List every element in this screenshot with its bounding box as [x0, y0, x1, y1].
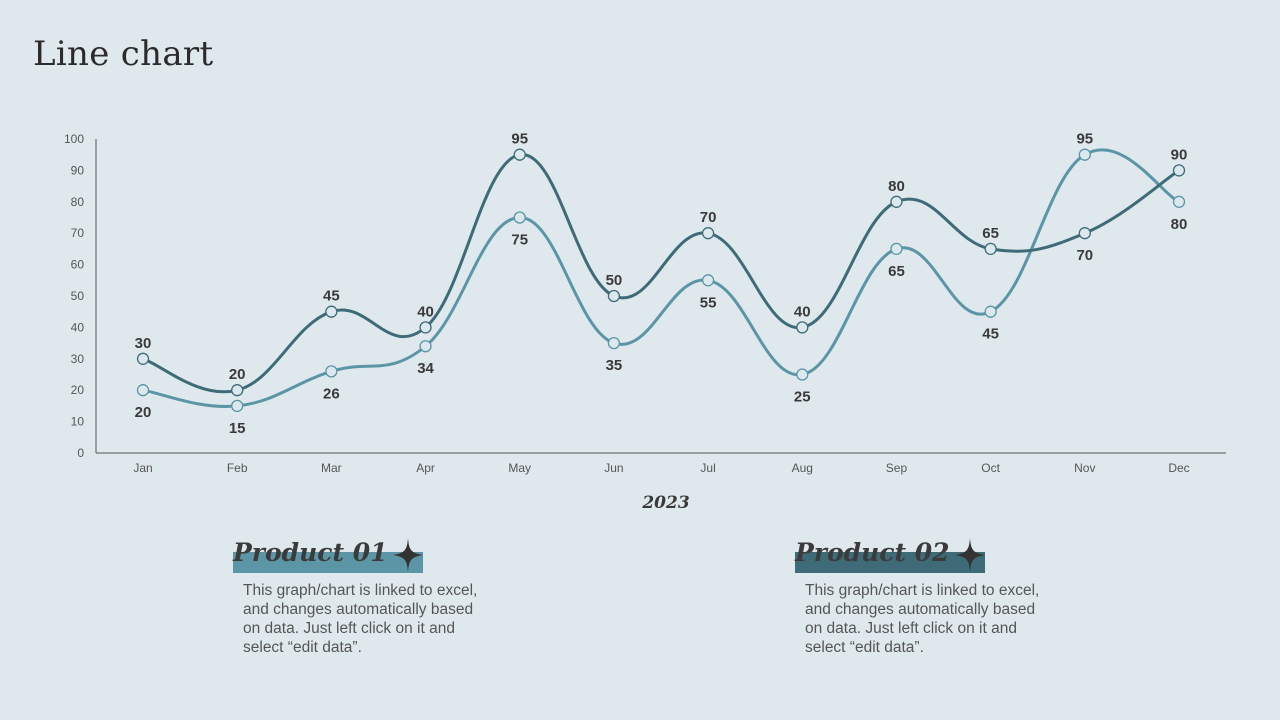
series-1-point[interactable] [607, 289, 621, 303]
series-1-data-label: 95 [511, 131, 528, 148]
series-2-data-label: 75 [511, 232, 528, 249]
series-1-point[interactable] [890, 195, 903, 208]
x-tick-label: Dec [1168, 461, 1189, 475]
x-tick-label: Aug [792, 461, 813, 475]
x-tick-label: Jan [133, 461, 152, 475]
product-01-card: Product 01 This graph/chart is linked to… [233, 538, 493, 657]
series-2-data-label: 34 [417, 360, 434, 377]
series-2-point[interactable] [1078, 148, 1091, 161]
y-tick-label: 10 [71, 415, 85, 429]
series-2-point[interactable] [325, 365, 338, 378]
series-2-data-label: 35 [606, 357, 623, 374]
y-tick-label: 30 [71, 352, 85, 366]
product-02-title: Product 02 [795, 538, 950, 567]
product-01-bar [233, 552, 423, 573]
series-1-data-label: 40 [417, 303, 434, 320]
series-1-point[interactable] [136, 352, 150, 365]
series-1-data-label: 65 [982, 225, 999, 242]
series-1-data-label: 30 [135, 335, 152, 352]
product-02-bar [795, 552, 985, 573]
series-2-data-label: 15 [229, 420, 246, 437]
y-tick-label: 20 [71, 383, 85, 397]
series-1-point[interactable] [419, 321, 432, 334]
product-01-title: Product 01 [233, 538, 388, 567]
y-tick-label: 50 [71, 289, 85, 303]
series-2-point[interactable] [1172, 195, 1186, 208]
series-1-point[interactable] [701, 227, 715, 240]
series-2-point[interactable] [796, 368, 809, 381]
series-2-line [141, 148, 1181, 408]
page-title: Line chart [33, 34, 214, 74]
series-1-point[interactable] [1172, 164, 1186, 177]
series-1-data-label: 40 [794, 303, 811, 320]
series-1-data-label: 70 [1076, 247, 1093, 264]
y-tick-label: 40 [71, 320, 85, 334]
y-tick-label: 90 [71, 163, 85, 177]
series-1-point[interactable] [796, 321, 809, 334]
series-1-point[interactable] [513, 148, 526, 161]
series-1-point[interactable] [325, 305, 338, 318]
series-2-point[interactable] [419, 340, 432, 353]
series-2-point[interactable] [607, 336, 621, 350]
y-tick-label: 80 [71, 195, 85, 209]
series-2-point[interactable] [513, 211, 526, 224]
series-1-point[interactable] [1078, 227, 1091, 240]
y-tick-label: 60 [71, 258, 85, 272]
series-1-data-label: 50 [606, 272, 623, 289]
x-tick-label: Mar [321, 461, 342, 475]
series-2-data-label: 55 [700, 294, 717, 311]
series-1-point[interactable] [984, 242, 997, 256]
four-point-star-icon [393, 538, 423, 572]
series-2-data-label: 95 [1076, 131, 1093, 148]
product-02-description: This graph/chart is linked to excel, and… [805, 582, 1040, 656]
series-2-data-label: 25 [794, 389, 811, 406]
series-2-point[interactable] [890, 242, 903, 256]
y-tick-label: 100 [64, 132, 84, 146]
series-2-point[interactable] [136, 384, 150, 397]
line-chart[interactable]: 0 10 20 30 40 50 60 70 80 90 100 Jan Feb Mar Apr May Jun… [0, 0, 1280, 530]
series-1-line [141, 153, 1181, 394]
y-tick-label: 0 [77, 446, 84, 460]
x-tick-label: Nov [1074, 461, 1095, 475]
x-axis-title: 2023 [641, 493, 689, 513]
series-2-data-label: 20 [135, 404, 152, 421]
x-tick-label: Feb [227, 461, 248, 475]
series-1-data-label: 90 [1171, 146, 1188, 163]
series-1-data-label: 70 [700, 209, 717, 226]
x-tick-label: Apr [416, 461, 435, 475]
x-tick-label: May [508, 461, 531, 475]
x-tick-label: Jul [700, 461, 715, 475]
series-1-data-label: 45 [323, 288, 340, 305]
product-02-card: Product 02 This graph/chart is linked to… [795, 538, 1055, 657]
y-tick-label: 70 [71, 226, 85, 240]
series-2-point[interactable] [231, 399, 244, 413]
series-1-data-label: 20 [229, 366, 246, 383]
series-2-data-label: 65 [888, 263, 905, 280]
series-2-data-label: 80 [1171, 216, 1188, 233]
four-point-star-icon [955, 538, 985, 572]
x-tick-label: Sep [886, 461, 908, 475]
series-2-data-label: 26 [323, 385, 340, 402]
x-tick-label: Jun [604, 461, 623, 475]
series-1-data-label: 80 [888, 178, 905, 195]
series-1-point[interactable] [231, 384, 244, 397]
product-01-description: This graph/chart is linked to excel, and… [243, 582, 478, 656]
series-2-point[interactable] [984, 305, 997, 318]
series-2-data-label: 45 [982, 326, 999, 343]
x-tick-label: Oct [981, 461, 1000, 475]
series-2-point[interactable] [701, 274, 715, 287]
